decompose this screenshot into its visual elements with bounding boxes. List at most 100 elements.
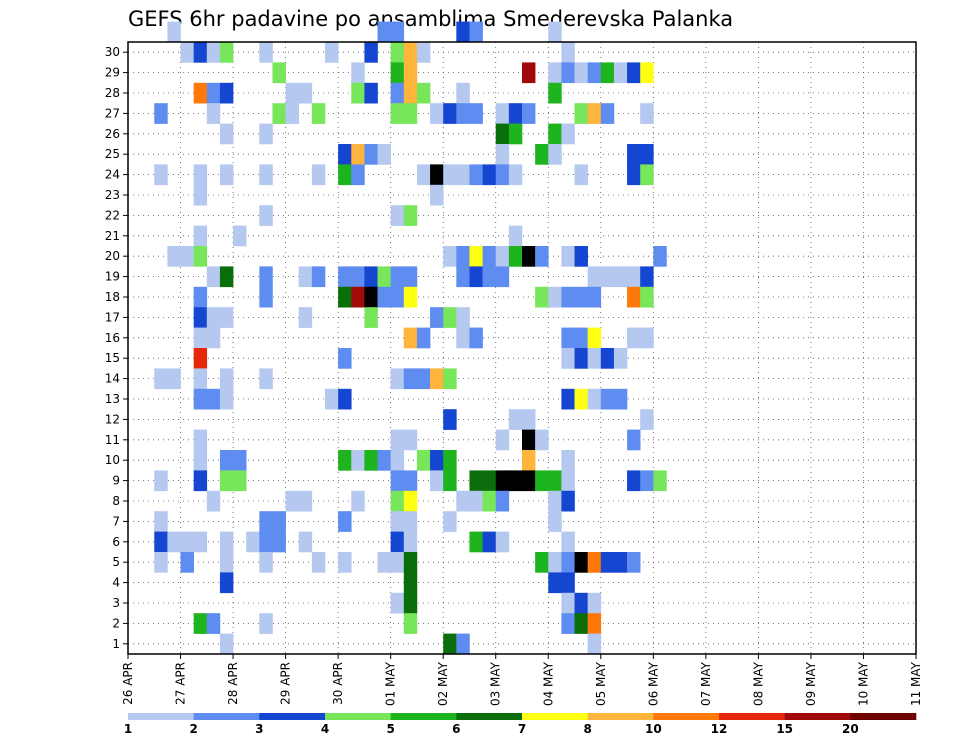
heatmap-cell: [403, 592, 418, 614]
heatmap-cell: [403, 429, 418, 451]
heatmap-cell: [193, 327, 208, 349]
heatmap-cell: [206, 613, 221, 634]
heatmap-cell: [193, 348, 208, 369]
heatmap-cell: [600, 266, 615, 288]
y-tick-label: 30: [105, 45, 120, 59]
heatmap-cell: [469, 470, 483, 492]
heatmap-cell: [403, 613, 418, 634]
heatmap-cell: [259, 266, 273, 288]
heatmap-cell: [338, 511, 352, 532]
heatmap-cell: [653, 246, 667, 267]
heatmap-cell: [285, 103, 300, 124]
heatmap-cell: [219, 82, 234, 104]
heatmap-cell: [600, 62, 615, 84]
heatmap-cell: [338, 286, 352, 308]
heatmap-cell: [233, 225, 247, 247]
colorbar-label: 3: [255, 722, 263, 736]
heatmap-cell: [193, 42, 208, 63]
x-tick-label: 09 MAY: [804, 661, 818, 706]
heatmap-cell: [390, 62, 405, 84]
heatmap-cell: [574, 62, 588, 84]
heatmap-cell: [456, 327, 470, 349]
heatmap-cell: [364, 42, 378, 63]
x-tick-label: 02 MAY: [436, 661, 450, 706]
heatmap-cell: [548, 470, 562, 492]
heatmap-cell: [561, 613, 575, 634]
heatmap-cell: [482, 266, 497, 288]
heatmap-cell: [193, 531, 208, 553]
heatmap-cell: [377, 286, 391, 308]
plot-frame: [127, 41, 917, 655]
heatmap-cell: [416, 450, 431, 471]
heatmap-cell: [469, 21, 483, 43]
heatmap-cell: [364, 82, 378, 104]
heatmap-cell: [154, 368, 168, 390]
heatmap-cell: [627, 470, 641, 492]
heatmap-cell: [298, 490, 313, 512]
heatmap-cell: [640, 409, 654, 430]
heatmap-cell: [482, 490, 497, 512]
heatmap-cell: [390, 552, 405, 573]
heatmap-cell: [259, 286, 273, 308]
heatmap-cell: [469, 164, 483, 186]
heatmap-cell: [351, 164, 365, 186]
heatmap-cell: [613, 62, 628, 84]
heatmap-cell: [154, 164, 168, 186]
heatmap-cell: [548, 82, 562, 104]
heatmap-cell: [364, 266, 378, 288]
heatmap-cell: [272, 103, 286, 124]
heatmap-cell: [390, 205, 405, 226]
heatmap-cell: [219, 368, 234, 390]
heatmap-cell: [219, 633, 234, 655]
heatmap-cell: [272, 511, 286, 532]
heatmap-cell: [469, 103, 483, 124]
heatmap-cell: [338, 450, 352, 471]
heatmap-cell: [561, 42, 575, 63]
heatmap-cell: [167, 368, 181, 390]
heatmap-cell: [587, 348, 602, 369]
heatmap-cell: [364, 286, 378, 308]
heatmap-cell: [443, 368, 457, 390]
heatmap-cell: [482, 470, 497, 492]
heatmap-cell: [259, 613, 273, 634]
heatmap-cell: [180, 531, 194, 553]
heatmap-cell: [443, 633, 457, 655]
heatmap-cell: [377, 552, 391, 573]
heatmap-cell: [613, 266, 628, 288]
heatmap-cell: [154, 103, 168, 124]
heatmap-cell: [548, 62, 562, 84]
heatmap-cell: [403, 266, 418, 288]
heatmap-cell: [193, 613, 208, 634]
colorbar-swatch: [325, 713, 391, 720]
heatmap-cell: [561, 123, 575, 145]
heatmap-cell: [587, 552, 602, 573]
y-tick-label: 14: [105, 372, 120, 386]
heatmap-cell: [154, 511, 168, 532]
heatmap-cell: [364, 450, 378, 471]
y-tick-label: 6: [112, 535, 120, 549]
heatmap-cell: [600, 552, 615, 573]
y-tick-label: 11: [105, 433, 120, 447]
heatmap-cell: [430, 164, 444, 186]
heatmap-cell: [627, 164, 641, 186]
heatmap-cell: [259, 164, 273, 186]
heatmap-cell: [548, 123, 562, 145]
y-tick-label: 1: [112, 637, 120, 651]
x-tick-label: 11 MAY: [909, 661, 923, 706]
heatmap-cell: [298, 307, 313, 328]
heatmap-cell: [233, 450, 247, 471]
heatmap-cell: [351, 490, 365, 512]
heatmap-cell: [377, 450, 391, 471]
heatmap-cell: [522, 409, 536, 430]
heatmap-cell: [495, 266, 510, 288]
heatmap-cell: [390, 511, 405, 532]
heatmap-cell: [403, 470, 418, 492]
heatmap-cell: [193, 82, 208, 104]
heatmap-cell: [377, 266, 391, 288]
heatmap-cell: [180, 246, 194, 267]
heatmap-cell: [561, 572, 575, 594]
heatmap-cell: [456, 307, 470, 328]
heatmap-cell: [508, 123, 523, 145]
heatmap-cell: [495, 470, 510, 492]
heatmap-cell: [627, 62, 641, 84]
